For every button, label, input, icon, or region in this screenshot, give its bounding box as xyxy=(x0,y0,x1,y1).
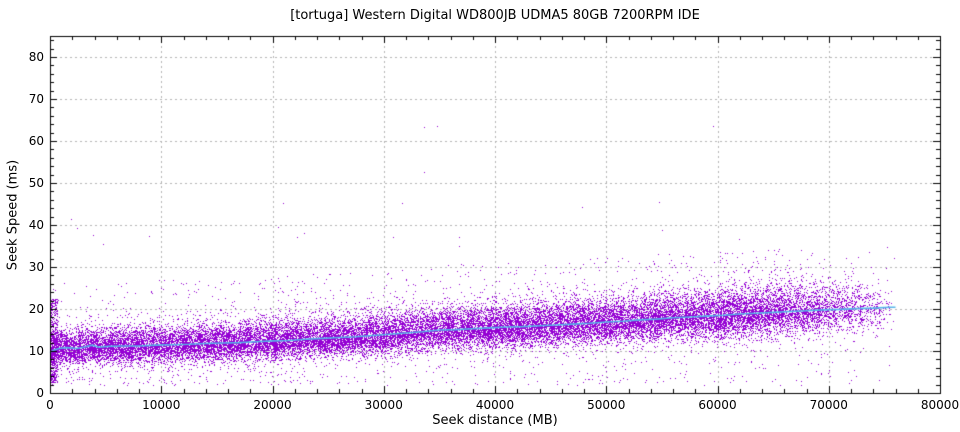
y-tick-label: 60 xyxy=(28,134,44,148)
chart-title: [tortuga] Western Digital WD800JB UDMA5 … xyxy=(290,8,700,23)
x-axis-label: Seek distance (MB) xyxy=(432,413,558,428)
x-tick-label: 40000 xyxy=(475,398,515,412)
y-tick-label: 80 xyxy=(28,50,44,64)
y-tick-label: 0 xyxy=(36,386,44,400)
x-tick-label: 70000 xyxy=(809,398,848,412)
x-tick-label: 10000 xyxy=(142,398,181,412)
y-tick-label: 10 xyxy=(28,344,44,358)
x-tick-label: 0 xyxy=(46,398,54,412)
x-tick-label: 30000 xyxy=(364,398,403,412)
x-tick-label: 60000 xyxy=(698,398,737,412)
x-tick-label: 20000 xyxy=(253,398,292,412)
y-tick-label: 20 xyxy=(28,302,44,316)
y-tick-label: 40 xyxy=(28,218,44,232)
y-tick-label: 30 xyxy=(28,260,44,274)
y-tick-label: 50 xyxy=(28,176,44,190)
x-tick-label: 80000 xyxy=(920,398,960,412)
x-tick-label: 50000 xyxy=(587,398,626,412)
y-tick-label: 70 xyxy=(28,92,44,106)
